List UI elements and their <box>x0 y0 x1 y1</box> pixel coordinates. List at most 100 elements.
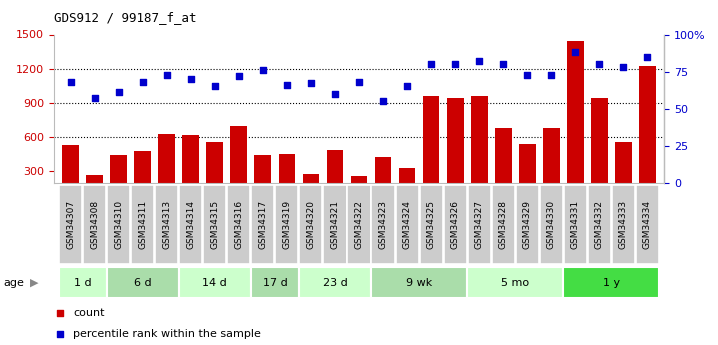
FancyBboxPatch shape <box>564 185 587 264</box>
Text: 14 d: 14 d <box>202 278 227 288</box>
Text: GSM34323: GSM34323 <box>378 200 388 249</box>
FancyBboxPatch shape <box>396 185 419 264</box>
Text: GSM34322: GSM34322 <box>355 200 363 249</box>
Text: GSM34325: GSM34325 <box>426 200 436 249</box>
Text: ▶: ▶ <box>30 278 39 288</box>
Bar <box>182 135 199 206</box>
FancyBboxPatch shape <box>467 185 490 264</box>
FancyBboxPatch shape <box>59 185 82 264</box>
Text: 17 d: 17 d <box>263 278 287 288</box>
Text: age: age <box>4 278 24 288</box>
Point <box>594 61 605 67</box>
FancyBboxPatch shape <box>131 185 154 264</box>
FancyBboxPatch shape <box>323 185 347 264</box>
Text: 5 mo: 5 mo <box>501 278 529 288</box>
Point <box>209 84 220 89</box>
FancyBboxPatch shape <box>107 267 179 298</box>
Bar <box>111 156 127 206</box>
FancyBboxPatch shape <box>636 185 659 264</box>
FancyBboxPatch shape <box>348 185 370 264</box>
FancyBboxPatch shape <box>251 267 299 298</box>
FancyBboxPatch shape <box>371 267 467 298</box>
FancyBboxPatch shape <box>179 267 251 298</box>
FancyBboxPatch shape <box>83 185 106 264</box>
FancyBboxPatch shape <box>540 185 563 264</box>
Point <box>305 81 317 86</box>
FancyBboxPatch shape <box>516 185 538 264</box>
Text: GSM34319: GSM34319 <box>282 200 292 249</box>
Bar <box>591 98 607 206</box>
Bar <box>495 128 511 206</box>
Bar <box>230 126 247 206</box>
Text: GSM34333: GSM34333 <box>619 200 628 249</box>
FancyBboxPatch shape <box>203 185 226 264</box>
Point <box>401 84 413 89</box>
Text: 23 d: 23 d <box>322 278 348 288</box>
Bar <box>398 168 416 206</box>
Point <box>521 72 533 77</box>
Text: GDS912 / 99187_f_at: GDS912 / 99187_f_at <box>54 11 196 24</box>
FancyBboxPatch shape <box>59 267 107 298</box>
FancyBboxPatch shape <box>155 185 178 264</box>
Bar <box>350 176 368 206</box>
Point <box>353 79 365 85</box>
Bar <box>86 175 103 206</box>
Point <box>449 61 461 67</box>
FancyBboxPatch shape <box>612 185 635 264</box>
Text: GSM34334: GSM34334 <box>643 200 652 249</box>
Text: GSM34311: GSM34311 <box>139 200 147 249</box>
FancyBboxPatch shape <box>276 185 299 264</box>
Text: GSM34329: GSM34329 <box>523 200 532 249</box>
Text: GSM34308: GSM34308 <box>90 200 99 249</box>
Point <box>281 82 293 88</box>
Text: percentile rank within the sample: percentile rank within the sample <box>73 329 261 339</box>
Bar <box>327 150 343 206</box>
Text: GSM34330: GSM34330 <box>546 200 556 249</box>
FancyBboxPatch shape <box>107 185 130 264</box>
Point <box>113 90 124 95</box>
FancyBboxPatch shape <box>467 267 563 298</box>
Point <box>65 79 76 85</box>
Point <box>546 72 557 77</box>
Text: GSM34328: GSM34328 <box>499 200 508 249</box>
FancyBboxPatch shape <box>492 185 515 264</box>
Point <box>233 73 245 79</box>
Point <box>498 61 509 67</box>
Text: 6 d: 6 d <box>134 278 151 288</box>
Text: 9 wk: 9 wk <box>406 278 432 288</box>
Bar <box>615 142 632 206</box>
Text: GSM34307: GSM34307 <box>66 200 75 249</box>
Point <box>257 67 269 73</box>
Bar <box>159 134 175 206</box>
Text: GSM34310: GSM34310 <box>114 200 123 249</box>
FancyBboxPatch shape <box>251 185 274 264</box>
FancyBboxPatch shape <box>419 185 442 264</box>
Bar <box>447 98 464 206</box>
Text: GSM34317: GSM34317 <box>258 200 267 249</box>
Bar <box>639 67 656 206</box>
Point <box>322 218 334 224</box>
Point <box>137 79 149 85</box>
FancyBboxPatch shape <box>563 267 659 298</box>
Point <box>185 76 197 82</box>
FancyBboxPatch shape <box>180 185 202 264</box>
Text: GSM34313: GSM34313 <box>162 200 172 249</box>
Bar <box>279 154 295 206</box>
FancyBboxPatch shape <box>588 185 611 264</box>
Text: GSM34316: GSM34316 <box>234 200 243 249</box>
Point <box>161 72 172 77</box>
Bar <box>302 174 320 206</box>
FancyBboxPatch shape <box>299 267 371 298</box>
Bar <box>254 156 271 206</box>
Bar <box>207 142 223 206</box>
Bar <box>62 145 79 206</box>
Bar <box>134 151 151 206</box>
FancyBboxPatch shape <box>228 185 251 264</box>
Bar <box>375 157 391 206</box>
Text: 1 y: 1 y <box>602 278 620 288</box>
Text: 1 d: 1 d <box>74 278 91 288</box>
Text: GSM34332: GSM34332 <box>595 200 604 249</box>
Point <box>377 99 388 104</box>
Text: GSM34321: GSM34321 <box>330 200 340 249</box>
Point <box>473 58 485 64</box>
